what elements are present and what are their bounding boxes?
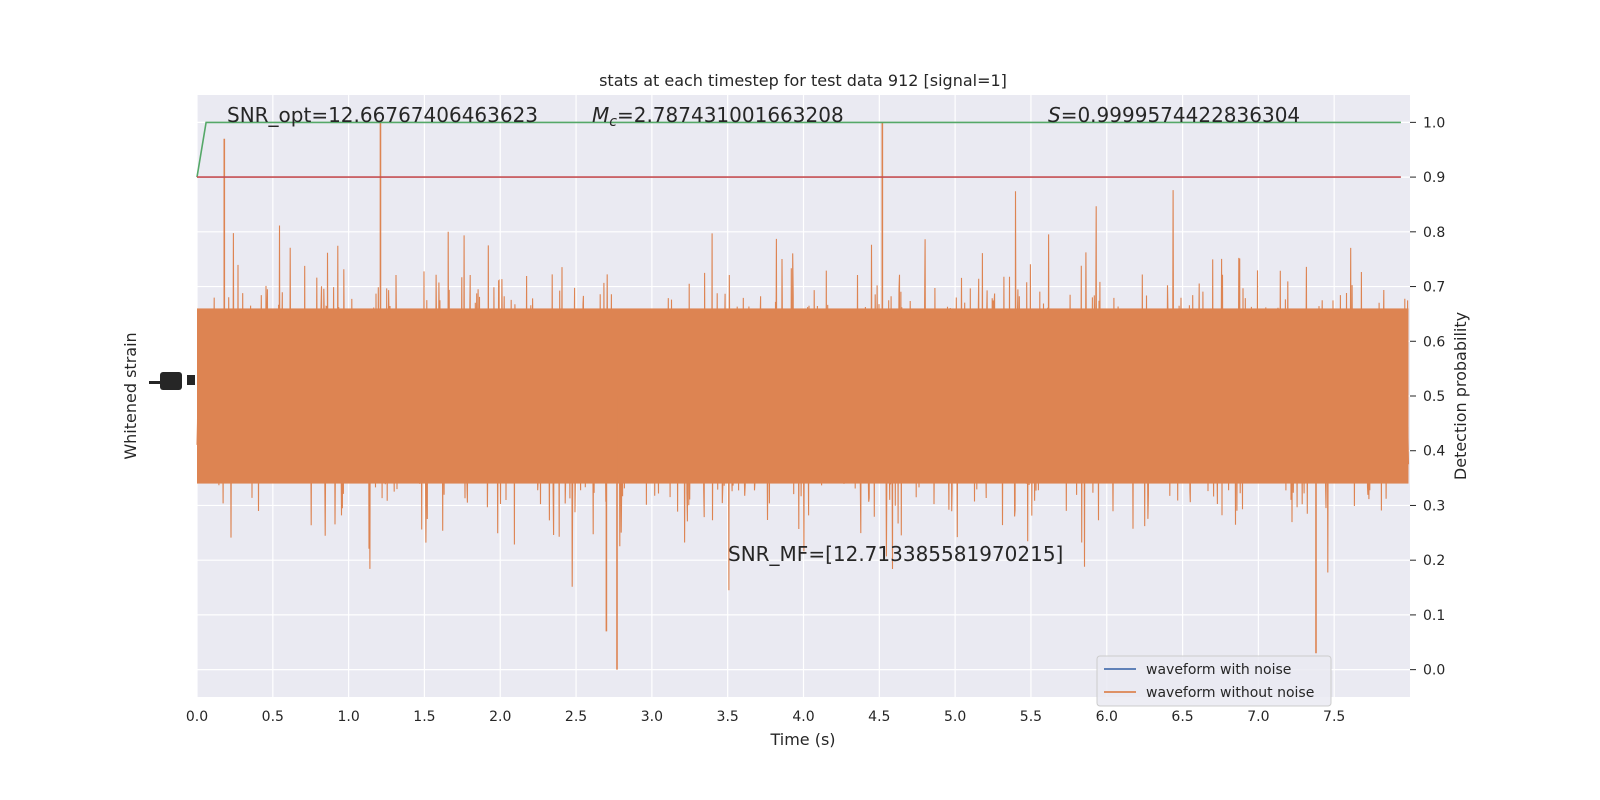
y-tick-label: 1.0 bbox=[1423, 115, 1445, 131]
y-tick-label: 0.3 bbox=[1423, 498, 1445, 514]
y-tick-label: 0.7 bbox=[1423, 280, 1445, 296]
y-tick-label: 0.8 bbox=[1423, 225, 1445, 241]
y-axis-left-label: Whitened strain bbox=[121, 332, 140, 459]
legend-label-with-noise: waveform with noise bbox=[1146, 662, 1291, 678]
x-tick-label: 2.5 bbox=[565, 709, 587, 725]
x-tick-label: 2.0 bbox=[489, 709, 511, 725]
x-tick-label: 5.5 bbox=[1020, 709, 1042, 725]
x-tick-label: 5.0 bbox=[944, 709, 966, 725]
y-tick-label: 0.6 bbox=[1423, 334, 1445, 350]
x-tick-label: 0.0 bbox=[186, 709, 208, 725]
x-tick-label: 7.5 bbox=[1323, 709, 1345, 725]
x-tick-label: 4.0 bbox=[792, 709, 814, 725]
y-tick-label: 0.1 bbox=[1423, 608, 1445, 624]
x-axis: 0.0 0.5 1.0 1.5 2.0 2.5 3.0 3.5 4.0 4.5 5.0 5.5 6.0 6… bbox=[186, 709, 1345, 725]
x-tick-label: 0.5 bbox=[262, 709, 284, 725]
x-tick-label: 7.0 bbox=[1247, 709, 1269, 725]
x-axis-label: Time (s) bbox=[769, 730, 835, 749]
x-tick-label: 6.5 bbox=[1171, 709, 1193, 725]
chirp-mass-annotation: Mc=2.787431001663208 bbox=[592, 103, 844, 130]
y-tick-label: 0.2 bbox=[1423, 553, 1445, 569]
x-tick-label: 3.0 bbox=[641, 709, 663, 725]
y-tick-label: 0.4 bbox=[1423, 444, 1445, 460]
chirp-mass-subscript: c bbox=[609, 114, 617, 130]
snr-mf-annotation: SNR_MF=[12.713385581970215] bbox=[728, 542, 1063, 566]
y-tick-label: 0.0 bbox=[1423, 663, 1445, 679]
s-annotation: S=0.9999574422836304 bbox=[1048, 103, 1300, 127]
y-axis-right: 0.0 0.1 0.2 0.3 0.4 0.5 0.6 0.7 0.8 0.9 1.0 bbox=[1410, 115, 1445, 679]
y-axis-right-label: Detection probability bbox=[1451, 312, 1470, 480]
chirp-mass-value: =2.787431001663208 bbox=[617, 103, 844, 127]
legend-label-without-noise: waveform without noise bbox=[1146, 685, 1314, 701]
y-tick-label: 0.9 bbox=[1423, 170, 1445, 186]
chirp-mass-symbol: M bbox=[592, 103, 609, 127]
detection-lines bbox=[196, 121, 1401, 178]
s-symbol: S bbox=[1048, 103, 1061, 127]
detection-probability-line bbox=[196, 121, 1401, 178]
x-tick-label: 1.5 bbox=[413, 709, 435, 725]
legend: waveform with noise waveform without noi… bbox=[1096, 655, 1332, 707]
series-waveform-without-noise bbox=[196, 122, 1410, 670]
y-tick-label: 0.5 bbox=[1423, 389, 1445, 405]
x-tick-label: 6.0 bbox=[1096, 709, 1118, 725]
chart-title: stats at each timestep for test data 912… bbox=[599, 71, 1007, 90]
x-tick-label: 4.5 bbox=[868, 709, 890, 725]
s-value: =0.9999574422836304 bbox=[1061, 103, 1300, 127]
x-tick-label: 1.0 bbox=[337, 709, 359, 725]
snr-opt-annotation: SNR_opt=12.66767406463623 bbox=[227, 103, 538, 127]
left-axis-ticks bbox=[149, 372, 195, 390]
waveform-core-band bbox=[197, 308, 1409, 484]
x-tick-label: 3.5 bbox=[717, 709, 739, 725]
